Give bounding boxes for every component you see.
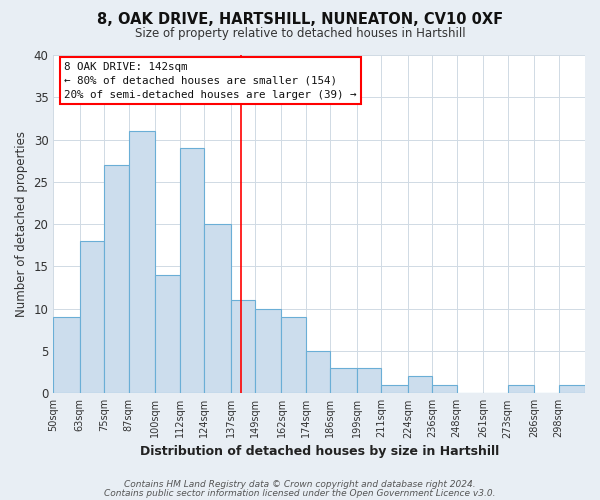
Text: Size of property relative to detached houses in Hartshill: Size of property relative to detached ho… — [134, 28, 466, 40]
Bar — [381, 385, 408, 394]
Y-axis label: Number of detached properties: Number of detached properties — [15, 131, 28, 317]
Bar — [230, 300, 255, 394]
Bar — [80, 241, 104, 394]
Bar — [306, 351, 331, 394]
Bar — [559, 385, 585, 394]
Bar — [255, 308, 281, 394]
Bar — [357, 368, 381, 394]
Text: 8 OAK DRIVE: 142sqm
← 80% of detached houses are smaller (154)
20% of semi-detac: 8 OAK DRIVE: 142sqm ← 80% of detached ho… — [64, 62, 356, 100]
X-axis label: Distribution of detached houses by size in Hartshill: Distribution of detached houses by size … — [140, 444, 499, 458]
Bar — [331, 368, 357, 394]
Bar — [155, 275, 179, 394]
Text: Contains public sector information licensed under the Open Government Licence v3: Contains public sector information licen… — [104, 488, 496, 498]
Text: 8, OAK DRIVE, HARTSHILL, NUNEATON, CV10 0XF: 8, OAK DRIVE, HARTSHILL, NUNEATON, CV10 … — [97, 12, 503, 28]
Text: Contains HM Land Registry data © Crown copyright and database right 2024.: Contains HM Land Registry data © Crown c… — [124, 480, 476, 489]
Bar — [432, 385, 457, 394]
Bar — [179, 148, 204, 394]
Bar — [281, 317, 306, 394]
Bar — [408, 376, 432, 394]
Bar — [128, 131, 155, 394]
Bar — [204, 224, 230, 394]
Bar — [104, 165, 128, 394]
Bar — [53, 317, 80, 394]
Bar — [508, 385, 534, 394]
